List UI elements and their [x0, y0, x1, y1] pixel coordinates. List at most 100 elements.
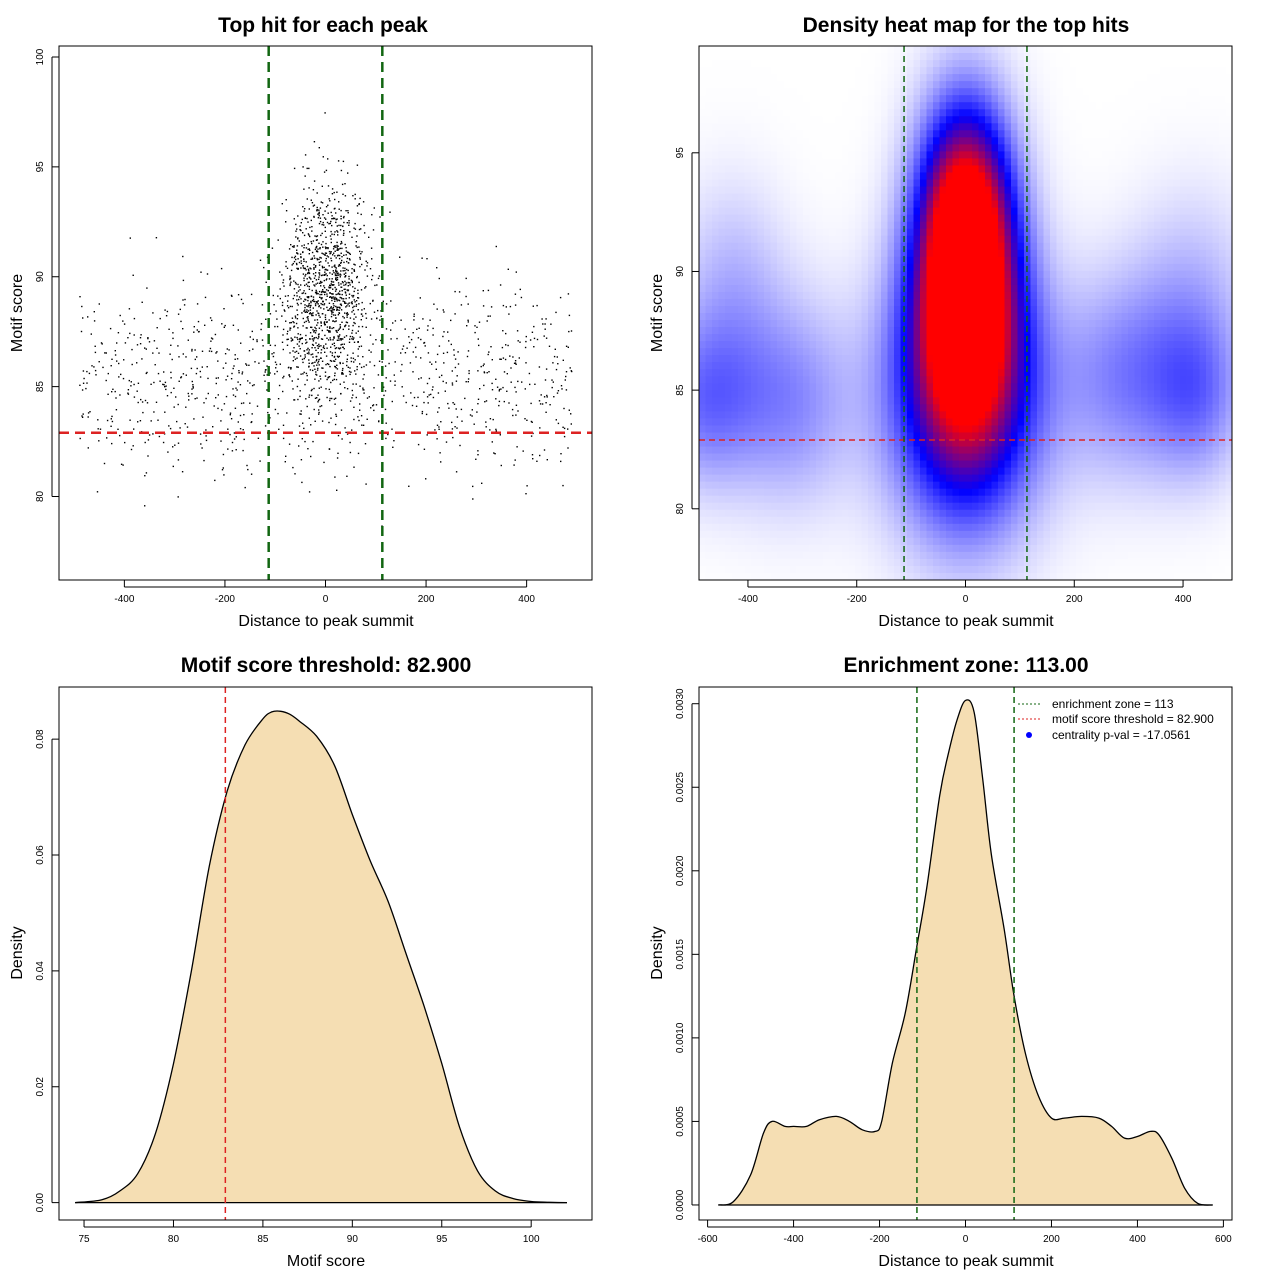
heatmap-cell: [731, 460, 739, 469]
heatmap-cell: [731, 432, 739, 441]
heatmap-cell: [926, 523, 934, 532]
scatter-point: [297, 215, 299, 217]
heatmap-cell: [699, 404, 707, 412]
scatter-point: [114, 354, 117, 356]
heatmap-cell: [757, 355, 765, 363]
scatter-point: [504, 358, 507, 361]
heatmap-cell: [770, 95, 778, 103]
scatter-point: [337, 314, 340, 316]
scatter-point: [127, 389, 130, 391]
scatter-point: [122, 320, 124, 322]
scatter-point: [332, 309, 334, 311]
heatmap-cell: [874, 341, 882, 349]
scatter-point: [355, 316, 357, 318]
heatmap-cell: [861, 291, 869, 300]
heatmap-cell: [764, 537, 772, 546]
heatmap-cell: [712, 207, 720, 216]
scatter-point: [318, 261, 320, 264]
heatmap-cell: [835, 509, 843, 518]
heatmap-cell: [868, 565, 876, 574]
scatter-point: [413, 313, 415, 315]
heatmap-cell: [764, 558, 772, 567]
scatter-point: [285, 455, 287, 457]
heatmap-cell: [744, 200, 752, 209]
scatter-point: [451, 370, 453, 372]
heatmap-cell: [887, 537, 895, 546]
heatmap-cell: [855, 453, 863, 462]
scatter-point: [205, 429, 207, 431]
heatmap-cell: [842, 221, 850, 230]
heatmap-cell: [868, 537, 876, 546]
heatmap-cell: [777, 53, 785, 61]
scatter-point: [322, 274, 324, 276]
heatmap-cell: [803, 256, 811, 265]
heatmap-cell: [783, 348, 791, 356]
heatmap-cell: [848, 151, 856, 160]
heatmap-cell: [874, 242, 882, 251]
scatter-point: [111, 442, 113, 445]
heatmap-cell: [712, 502, 720, 511]
heatmap-cell: [816, 130, 824, 138]
heatmap-cell: [699, 137, 707, 145]
heatmap-cell: [829, 397, 837, 405]
heatmap-cell: [848, 116, 856, 124]
heatmap-cell: [757, 228, 765, 237]
heatmap-cell: [751, 425, 759, 434]
scatter-point: [289, 322, 291, 324]
heatmap-cell: [738, 130, 746, 138]
heatmap-cell: [842, 432, 850, 441]
heatmap-cell: [907, 186, 915, 195]
scatter-point: [155, 237, 158, 239]
scatter-point: [248, 350, 251, 352]
heatmap-cell: [738, 376, 746, 384]
heatmap-cell: [751, 151, 759, 160]
heatmap-cell: [725, 277, 733, 286]
heatmap-cell: [699, 186, 707, 195]
scatter-point: [186, 426, 189, 428]
scatter-point: [337, 254, 339, 256]
heatmap-cell: [725, 284, 733, 293]
scatter-point: [320, 257, 322, 259]
heatmap-cell: [868, 348, 876, 356]
heatmap-cell: [751, 390, 759, 398]
heatmap-cell: [699, 495, 707, 504]
heatmap-cell: [894, 404, 902, 412]
scatter-point: [313, 277, 316, 279]
heatmap-cell: [751, 305, 759, 314]
heatmap-cell: [829, 369, 837, 377]
heatmap-cell: [887, 397, 895, 405]
scatter-point: [192, 384, 194, 386]
heatmap-cell: [829, 320, 837, 328]
scatter-point: [176, 420, 178, 423]
heatmap-cell: [861, 432, 869, 441]
scatter-point: [335, 293, 337, 296]
scatter-point: [307, 248, 309, 251]
heatmap-cell: [829, 355, 837, 363]
heatmap-cell: [842, 516, 850, 525]
scatter-point: [339, 383, 341, 385]
heatmap-cell: [744, 81, 752, 89]
heatmap-cell: [861, 376, 869, 384]
heatmap-cell: [829, 376, 837, 384]
scatter-point: [289, 283, 291, 285]
heatmap-cell: [731, 249, 739, 258]
heatmap-cell: [913, 256, 921, 265]
heatmap-cell: [731, 565, 739, 574]
scatter-point: [332, 248, 335, 250]
scatter-point: [198, 330, 200, 333]
heatmap-cell: [881, 544, 889, 553]
scatter-point: [139, 420, 142, 422]
heatmap-cell: [764, 320, 772, 328]
heatmap-cell: [920, 116, 928, 124]
scatter-point: [360, 415, 363, 417]
scatter-point: [495, 398, 497, 400]
scatter-point: [242, 302, 244, 305]
heatmap-cell: [764, 327, 772, 335]
heatmap-cell: [874, 81, 882, 89]
scatter-point: [361, 263, 363, 266]
heatmap-cell: [718, 460, 726, 469]
heatmap-cell: [816, 109, 824, 117]
scatter-point: [264, 425, 267, 427]
scatter-point: [316, 239, 318, 241]
scatter-point: [310, 268, 312, 270]
